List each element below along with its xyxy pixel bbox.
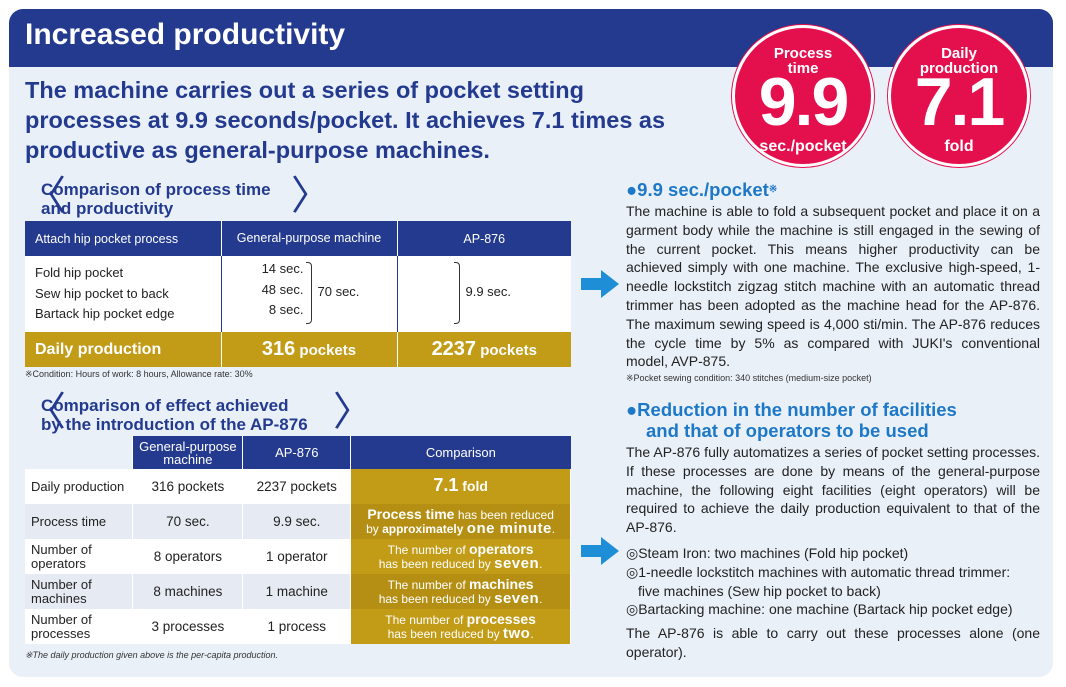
col-header-general: General-purpose machine <box>220 221 397 256</box>
ap-value: 1 machine <box>242 574 352 609</box>
comparison-cell: The number of machines has been reduced b… <box>350 574 571 609</box>
process-name: Fold hip pocket <box>35 265 124 281</box>
daily-ap: 2237 pockets <box>396 332 571 367</box>
effect-table: General-purpose machine AP-876 Compariso… <box>25 436 571 644</box>
blank-header <box>25 436 134 469</box>
row-label: Number of processes <box>25 609 134 644</box>
table-row: Number of machines 8 machines 1 machine … <box>25 574 571 609</box>
arrow-right-icon <box>581 537 619 565</box>
col-header-general: General-purpose machine <box>132 436 244 469</box>
general-value: 8 operators <box>132 539 244 574</box>
list-item: five machines (Sew hip pocket to back) <box>638 582 881 599</box>
section-heading-reduction: ●Reduction in the number of facilities an… <box>626 399 957 441</box>
list-item: ◎1-needle lockstitch machines with autom… <box>626 563 1011 580</box>
section-heading-cycle: ●9.9 sec./pocket※ <box>626 179 778 200</box>
ap-time: 9.9 sec. <box>397 256 571 332</box>
badge-unit: sec./pocket <box>759 138 847 155</box>
arrow-right-icon <box>581 270 619 298</box>
process-name: Sew hip pocket to back <box>35 285 169 301</box>
general-times: 14 sec. 48 sec. 8 sec. 70 sec. <box>221 256 398 332</box>
badge-unit: fold <box>944 138 974 155</box>
general-value: 70 sec. <box>132 504 244 539</box>
table-row: Number of processes 3 processes 1 proces… <box>25 609 571 644</box>
closing-text: The AP-876 is able to carry out these pr… <box>626 625 1040 660</box>
daily-row: Daily production 316 pockets 2237 pocket… <box>25 332 571 367</box>
process-name: Bartack hip pocket edge <box>35 306 175 322</box>
brace <box>453 262 460 324</box>
comparison-cell: The number of operators has been reduced … <box>350 539 571 574</box>
comparison-cell: The number of processes has been reduced … <box>350 609 571 644</box>
badge-value: 7.1 <box>914 64 1006 140</box>
bracket-left: 〈 <box>26 174 66 218</box>
col-header-comparison: Comparison <box>350 436 571 469</box>
list-item: ◎Steam Iron: two machines (Fold hip pock… <box>626 545 909 561</box>
footnote: ※The daily production given above is the… <box>25 650 279 660</box>
process-time: 48 sec. <box>261 281 304 297</box>
row-label: Process time <box>25 504 134 539</box>
table-row: Process time 70 sec. 9.9 sec. Process ti… <box>25 504 571 539</box>
bracket-right: 〉 <box>333 390 373 434</box>
row-label: Number of operators <box>25 539 134 574</box>
badge-value: 9.9 <box>758 64 850 140</box>
sewing-condition-note: ※Pocket sewing condition: 340 stitches (… <box>626 373 872 383</box>
comparison-cell: 7.1 fold <box>350 469 571 504</box>
title-bar: Increased productivity <box>9 9 1053 67</box>
brace <box>305 262 312 324</box>
table2-heading: Comparison of effect achieved by the intr… <box>41 396 308 434</box>
daily-general: 316 pockets <box>220 332 397 367</box>
process-time: 14 sec. <box>261 261 304 276</box>
table1-heading: Comparison of process time and productivi… <box>41 180 271 218</box>
content-panel: Increased productivity The machine carri… <box>9 9 1053 677</box>
ap-total: 9.9 sec. <box>465 284 512 299</box>
general-value: 3 processes <box>132 609 244 644</box>
facility-list: ◎Steam Iron: two machines (Fold hip pock… <box>626 544 1040 619</box>
col-header-ap: AP-876 <box>242 436 352 469</box>
ap-value: 1 process <box>242 609 352 644</box>
condition-note: ※Condition: Hours of work: 8 hours, Allo… <box>25 369 253 379</box>
table-row: Daily production 316 pockets 2237 pocket… <box>25 469 571 504</box>
daily-label: Daily production <box>25 332 221 367</box>
bracket-right: 〉 <box>291 174 331 218</box>
list-item: ◎Bartacking machine: one machine (Bartac… <box>626 601 1013 618</box>
col-header-process: Attach hip pocket process <box>25 221 221 256</box>
process-list: Fold hip pocket Sew hip pocket to back B… <box>25 256 222 332</box>
ap-value: 2237 pockets <box>242 469 352 504</box>
process-time-table: Attach hip pocket process General-purpos… <box>25 221 571 367</box>
badge-label: Process time <box>773 45 833 77</box>
badge-label: Daily production <box>919 45 999 77</box>
lead-text: The machine carries out a series of pock… <box>25 77 666 163</box>
general-value: 316 pockets <box>132 469 244 504</box>
bracket-left: 〈 <box>26 390 66 434</box>
col-header-ap: AP-876 <box>396 221 571 256</box>
comparison-cell: Process time has been reduced by approxim… <box>350 504 571 539</box>
reduction-description: The AP-876 fully automatizes a series of… <box>626 444 1040 536</box>
row-label: Daily production <box>25 469 134 504</box>
ap-value: 1 operator <box>242 539 352 574</box>
daily-production-badge: Daily production 7.1 fold <box>888 25 1030 167</box>
general-total: 70 sec. <box>317 284 360 299</box>
ap-value: 9.9 sec. <box>242 504 352 539</box>
cycle-description: The machine is able to fold a subsequent… <box>626 203 1040 370</box>
table-row: Number of operators 8 operators 1 operat… <box>25 539 571 574</box>
general-value: 8 machines <box>132 574 244 609</box>
row-label: Number of machines <box>25 574 134 609</box>
process-time-badge: Process time 9.9 sec./pocket <box>732 25 874 167</box>
process-time: 8 sec. <box>268 302 304 317</box>
page-title: Increased productivity <box>25 18 346 51</box>
